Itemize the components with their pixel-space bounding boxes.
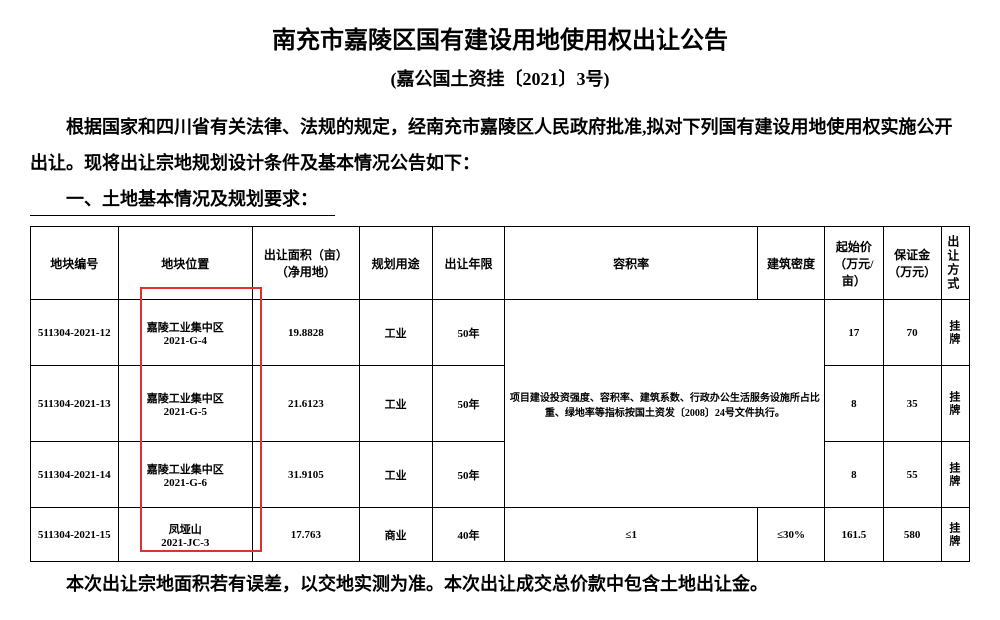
cell-term: 50年 xyxy=(432,300,505,366)
footer-paragraph: 本次出让宗地面积若有误差，以交地实测为准。本次出让成交总价款中包含土地出让金。 xyxy=(30,570,970,596)
cell-use: 工业 xyxy=(359,366,432,442)
col-location: 地块位置 xyxy=(118,227,253,300)
cell-location: 凤垭山 2021-JC-3 xyxy=(118,508,253,562)
cell-deposit: 580 xyxy=(883,508,941,562)
col-start-price: 起始价（万元/亩） xyxy=(825,227,883,300)
cell-method: 挂牌 xyxy=(941,300,969,366)
cell-area: 31.9105 xyxy=(253,442,360,508)
cell-location: 嘉陵工业集中区 2021-G-6 xyxy=(118,442,253,508)
col-term: 出让年限 xyxy=(432,227,505,300)
col-ratio: 容积率 xyxy=(505,227,757,300)
cell-ratio: ≤1 xyxy=(505,508,757,562)
cell-area: 21.6123 xyxy=(253,366,360,442)
cell-term: 50年 xyxy=(432,442,505,508)
cell-method: 挂牌 xyxy=(941,508,969,562)
cell-area: 17.763 xyxy=(253,508,360,562)
col-area: 出让面积（亩）（净用地） xyxy=(253,227,360,300)
table-row: 511304-2021-14 嘉陵工业集中区 2021-G-6 31.9105 … xyxy=(31,442,970,508)
cell-method: 挂牌 xyxy=(941,366,969,442)
col-density: 建筑密度 xyxy=(757,227,824,300)
col-use: 规划用途 xyxy=(359,227,432,300)
land-table: 地块编号 地块位置 出让面积（亩）（净用地） 规划用途 出让年限 容积率 建筑密… xyxy=(30,226,970,562)
cell-start: 8 xyxy=(825,366,883,442)
col-deposit: 保证金（万元） xyxy=(883,227,941,300)
cell-merged-note: 项目建设投资强度、容积率、建筑系数、行政办公生活服务设施所占比重、绿地率等指标按… xyxy=(505,300,825,508)
cell-start: 161.5 xyxy=(825,508,883,562)
cell-deposit: 70 xyxy=(883,300,941,366)
cell-use: 工业 xyxy=(359,300,432,366)
cell-id: 511304-2021-12 xyxy=(31,300,119,366)
cell-location: 嘉陵工业集中区 2021-G-5 xyxy=(118,366,253,442)
cell-area: 19.8828 xyxy=(253,300,360,366)
cell-id: 511304-2021-13 xyxy=(31,366,119,442)
col-method: 出让方式 xyxy=(941,227,969,300)
table-row: 511304-2021-12 嘉陵工业集中区 2021-G-4 19.8828 … xyxy=(31,300,970,366)
cell-id: 511304-2021-15 xyxy=(31,508,119,562)
table-row: 511304-2021-15 凤垭山 2021-JC-3 17.763 商业 4… xyxy=(31,508,970,562)
cell-term: 50年 xyxy=(432,366,505,442)
intro-paragraph: 根据国家和四川省有关法律、法规的规定，经南充市嘉陵区人民政府批准,拟对下列国有建… xyxy=(30,109,970,181)
table-row: 511304-2021-13 嘉陵工业集中区 2021-G-5 21.6123 … xyxy=(31,366,970,442)
cell-use: 商业 xyxy=(359,508,432,562)
cell-start: 17 xyxy=(825,300,883,366)
cell-method: 挂牌 xyxy=(941,442,969,508)
page-subtitle: (嘉公国土资挂〔2021〕3号) xyxy=(30,65,970,91)
page-title: 南充市嘉陵区国有建设用地使用权出让公告 xyxy=(30,20,970,55)
table-header-row: 地块编号 地块位置 出让面积（亩）（净用地） 规划用途 出让年限 容积率 建筑密… xyxy=(31,227,970,300)
cell-start: 8 xyxy=(825,442,883,508)
cell-deposit: 35 xyxy=(883,366,941,442)
cell-density: ≤30% xyxy=(757,508,824,562)
cell-use: 工业 xyxy=(359,442,432,508)
cell-id: 511304-2021-14 xyxy=(31,442,119,508)
cell-term: 40年 xyxy=(432,508,505,562)
document-root: 南充市嘉陵区国有建设用地使用权出让公告 (嘉公国土资挂〔2021〕3号) 根据国… xyxy=(30,20,970,596)
section-heading: 一、土地基本情况及规划要求： xyxy=(30,185,335,216)
cell-deposit: 55 xyxy=(883,442,941,508)
col-id: 地块编号 xyxy=(31,227,119,300)
cell-location: 嘉陵工业集中区 2021-G-4 xyxy=(118,300,253,366)
